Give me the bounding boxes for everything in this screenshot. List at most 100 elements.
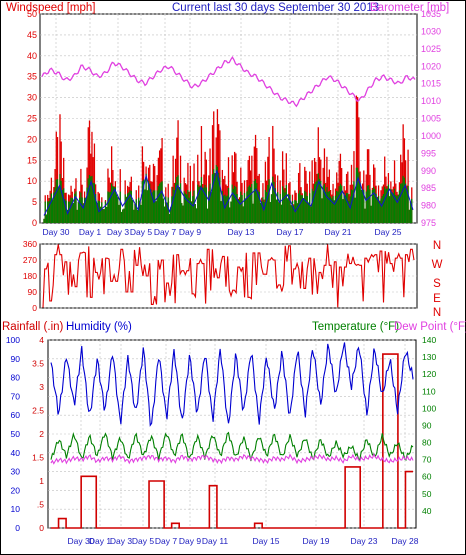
windspeed-tick: 35 <box>27 72 37 82</box>
humidity-tick: 90 <box>11 354 21 364</box>
barometer-tick: 1030 <box>421 26 441 36</box>
barometer-series <box>41 55 416 108</box>
rainfall-series <box>51 353 413 529</box>
rainfall-tick: .5 <box>37 500 44 510</box>
direction-tick: 270 <box>23 255 37 265</box>
barometer-tick: 1015 <box>421 79 441 89</box>
wind-x-tick: Day 13 <box>228 227 255 237</box>
humidity-tick: 30 <box>11 467 21 477</box>
direction-tick: 0 <box>32 303 37 313</box>
windspeed-tick: 25 <box>27 114 37 124</box>
barometer-axis-label: Barometer [mb] <box>370 2 449 14</box>
temperature-tick: 120 <box>422 369 436 379</box>
temperature-line <box>50 431 414 462</box>
dewpoint-line <box>50 453 414 465</box>
temperature-tick-labels: 40 50 60 70 80 90 100 110 120 130 140 <box>422 335 436 516</box>
humidity-x-tick: Day 28 <box>392 536 419 546</box>
humidity-tick: 70 <box>11 391 21 401</box>
rainfall-tick: 3.5 <box>32 359 44 369</box>
barometer-tick: 1005 <box>421 114 441 124</box>
humidity-x-tick: Day 3 <box>110 536 132 546</box>
rainfall-tick: 1 <box>39 476 44 486</box>
barometer-tick: 975 <box>421 218 436 228</box>
windspeed-tick: 15 <box>27 155 37 165</box>
barometer-tick: 1010 <box>421 96 441 106</box>
direction-line <box>42 244 415 308</box>
temperature-tick: 60 <box>422 472 432 482</box>
windspeed-tick: 5 <box>32 197 37 207</box>
windspeed-tick: 45 <box>27 30 37 40</box>
windspeed-tick: 40 <box>27 51 37 61</box>
humidity-x-tick: Day 15 <box>253 536 280 546</box>
compass-label: W <box>432 259 443 271</box>
windspeed-axis-label: Windspeed [mph] <box>6 2 96 14</box>
windspeed-tick: 0 <box>32 218 37 228</box>
wind-x-tick: Day 1 <box>79 227 101 237</box>
temperature-axis-label: Temperature (°F) <box>312 321 399 333</box>
compass-label: E <box>433 293 441 305</box>
rainfall-tick: 4 <box>39 335 44 345</box>
humidity-tick: 40 <box>11 448 21 458</box>
humidity-x-tick: Day 5 <box>132 536 154 546</box>
windspeed-tick: 20 <box>27 134 37 144</box>
wind-average-line <box>43 170 414 216</box>
dewpoint-series <box>50 453 414 465</box>
humidity-tick: 20 <box>11 485 21 495</box>
humidity-x-tick: Day 30 <box>68 536 95 546</box>
direction-series <box>42 244 415 308</box>
humidity-x-tick: Day 1 <box>89 536 111 546</box>
rainfall-tick: 2.5 <box>32 406 44 416</box>
humidity-x-tick: Day 9 <box>179 536 201 546</box>
temperature-tick: 90 <box>422 420 432 430</box>
humidity-x-tick: Day 19 <box>303 536 330 546</box>
humidity-x-tick: Day 7 <box>155 536 177 546</box>
barometer-line <box>41 55 416 108</box>
humidity-tick: 10 <box>11 504 21 514</box>
barometer-tick: 980 <box>421 201 436 211</box>
temperature-tick: 100 <box>422 403 436 413</box>
windspeed-series <box>43 95 414 223</box>
temperature-tick: 50 <box>422 489 432 499</box>
windspeed-tick: 30 <box>27 93 37 103</box>
wind-x-tick: Day 3 <box>107 227 129 237</box>
direction-tick: 360 <box>23 239 37 249</box>
compass-label: N <box>433 240 441 252</box>
temperature-tick: 140 <box>422 335 436 345</box>
barometer-tick: 1035 <box>421 9 441 19</box>
compass-label: N <box>433 307 441 319</box>
rainfall-axis-label: Rainfall (.in) <box>2 321 64 333</box>
barometer-tick: 1025 <box>421 44 441 54</box>
temperature-tick: 130 <box>422 352 436 362</box>
temperature-tick: 110 <box>422 386 436 396</box>
humidity-series <box>50 342 414 427</box>
compass-label: S <box>433 278 441 290</box>
barometer-tick-labels: 975 980 985 990 995 1000 1005 1010 1015 1020 1025 1… <box>421 9 441 228</box>
temperature-tick: 70 <box>422 455 432 465</box>
wind-x-tick: Day 30 <box>43 227 70 237</box>
rainfall-tick: 1.5 <box>32 453 44 463</box>
windspeed-tick: 10 <box>27 176 37 186</box>
barometer-tick: 995 <box>421 148 436 158</box>
rainfall-tick: 0 <box>39 523 44 533</box>
direction-tick-labels: 0 90 180 270 360 <box>23 239 37 313</box>
humidity-line <box>50 342 414 427</box>
humidity-tick: 80 <box>11 373 21 383</box>
humidity-tick: 50 <box>11 429 21 439</box>
temperature-series <box>50 431 414 462</box>
rainfall-tick-labels: 0 .5 1 1.5 2 2.5 3 3.5 4 <box>32 335 44 533</box>
humidity-tick: 100 <box>6 335 20 345</box>
barometer-tick: 1020 <box>421 61 441 71</box>
barometer-tick: 1000 <box>421 131 441 141</box>
barometer-tick: 990 <box>421 166 436 176</box>
wind-x-tick: Day 17 <box>277 227 304 237</box>
humidity-x-tick: Day 23 <box>351 536 378 546</box>
wind-x-tick: Day 25 <box>375 227 402 237</box>
humidity-axis-label: Humidity (%) <box>66 321 132 333</box>
wind-x-tick: Day 7 <box>154 227 176 237</box>
wind-panel-x-tick-labels: Day 30 Day 1 Day 3 Day 5 Day 7 Day 9 Day 13 Day… <box>43 227 402 237</box>
humidity-tick-labels: 0 10 20 30 40 50 60 70 80 90 100 <box>6 335 20 533</box>
